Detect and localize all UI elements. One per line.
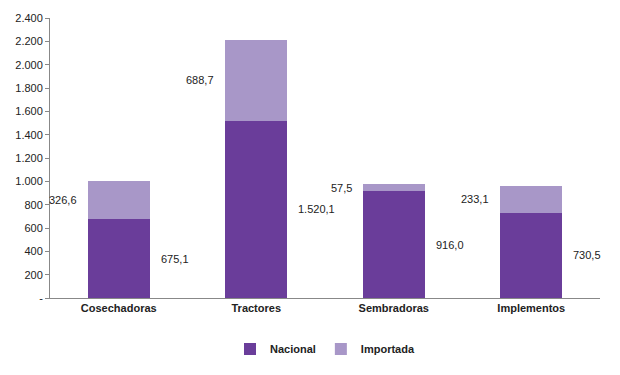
svg-text:Tractores: Tractores bbox=[231, 302, 281, 314]
svg-text:2.200: 2.200 bbox=[15, 35, 43, 47]
svg-text:1.400: 1.400 bbox=[15, 129, 43, 141]
svg-text:326,6: 326,6 bbox=[49, 194, 77, 206]
svg-text:688,7: 688,7 bbox=[186, 74, 214, 86]
svg-text:Cosechadoras: Cosechadoras bbox=[81, 302, 157, 314]
svg-text:1.000: 1.000 bbox=[15, 175, 43, 187]
svg-text:200: 200 bbox=[24, 269, 42, 281]
svg-text:Importada: Importada bbox=[361, 343, 415, 355]
svg-text:1.600: 1.600 bbox=[15, 105, 43, 117]
svg-text:1.200: 1.200 bbox=[15, 152, 43, 164]
svg-text:233,1: 233,1 bbox=[461, 193, 489, 205]
svg-text:Nacional: Nacional bbox=[270, 343, 316, 355]
svg-text:916,0: 916,0 bbox=[436, 239, 464, 251]
svg-text:600: 600 bbox=[24, 222, 42, 234]
svg-text:-: - bbox=[39, 292, 43, 304]
svg-text:730,5: 730,5 bbox=[573, 249, 601, 261]
svg-text:Sembradoras: Sembradoras bbox=[359, 302, 429, 314]
svg-text:Implementos: Implementos bbox=[497, 302, 565, 314]
svg-text:800: 800 bbox=[24, 199, 42, 211]
svg-text:400: 400 bbox=[24, 245, 42, 257]
svg-text:57,5: 57,5 bbox=[331, 182, 352, 194]
svg-text:2.000: 2.000 bbox=[15, 59, 43, 71]
svg-text:1.520,1: 1.520,1 bbox=[298, 203, 335, 215]
svg-text:675,1: 675,1 bbox=[161, 253, 189, 265]
svg-text:2.400: 2.400 bbox=[15, 12, 43, 24]
svg-text:1.800: 1.800 bbox=[15, 82, 43, 94]
